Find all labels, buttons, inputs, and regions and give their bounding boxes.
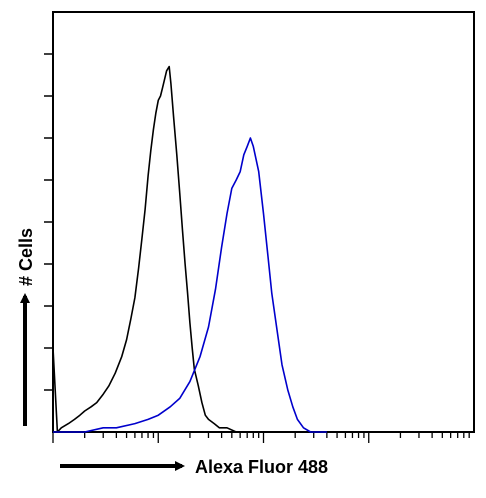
histogram-series-1 bbox=[52, 65, 272, 433]
histogram-series-2 bbox=[53, 137, 327, 433]
x-axis-label: Alexa Fluor 488 bbox=[195, 457, 328, 477]
x-axis-ticks bbox=[52, 432, 470, 443]
plot-frame bbox=[52, 11, 475, 433]
y-axis-label: # Cells bbox=[16, 228, 36, 286]
histogram-series bbox=[52, 65, 327, 433]
y-axis-ticks bbox=[44, 53, 53, 391]
